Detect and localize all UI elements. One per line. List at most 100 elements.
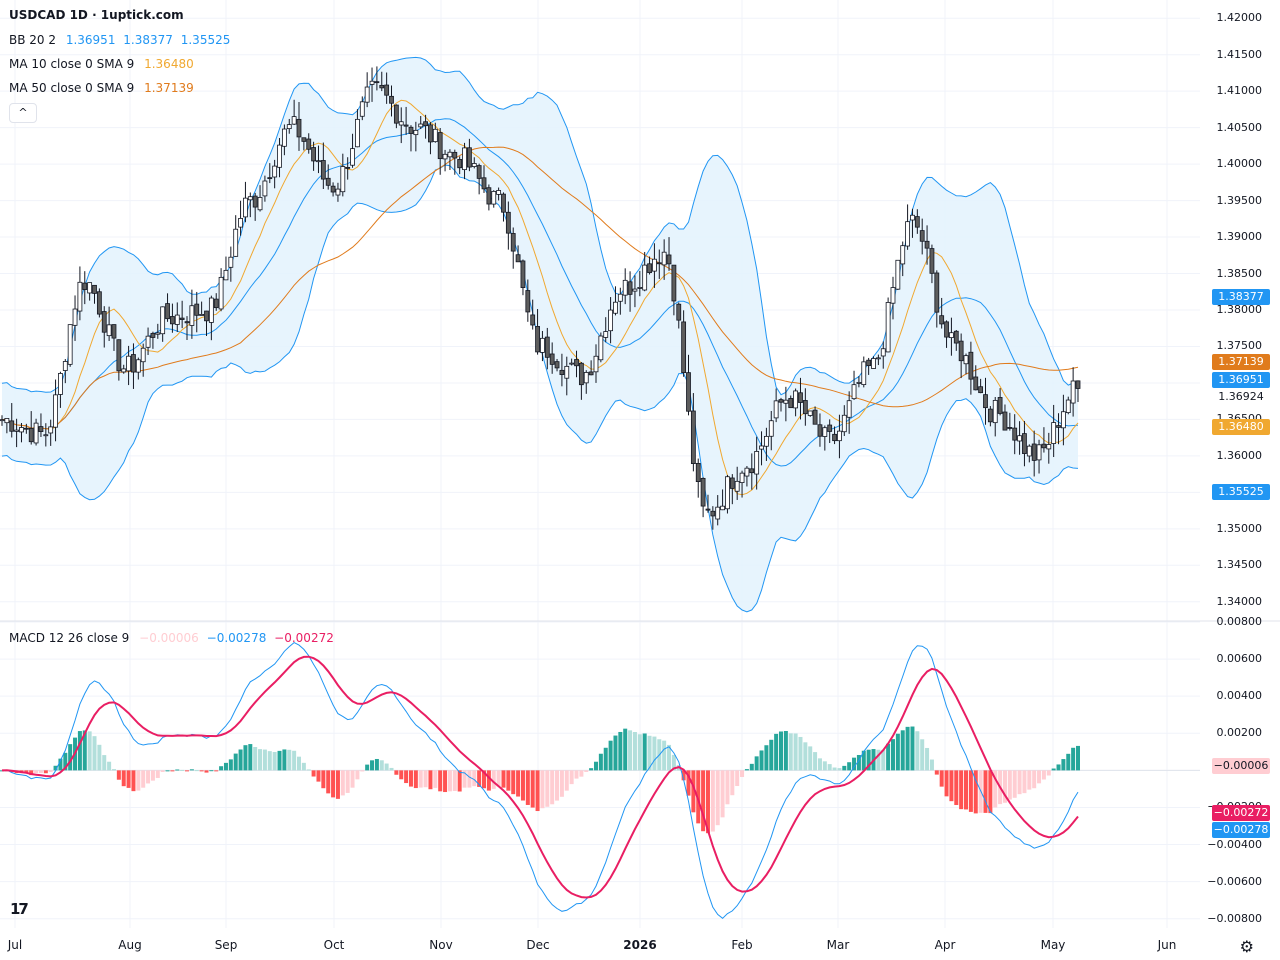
macd-histogram-bar [374, 758, 379, 771]
macd-histogram-bar [48, 770, 53, 772]
candle-body [53, 394, 58, 428]
macd-histogram-bar [618, 731, 623, 771]
macd-histogram-bar [832, 767, 837, 771]
macd-histogram-bar [438, 770, 443, 792]
macd-histogram-bar [1037, 770, 1042, 784]
candle-body [408, 126, 414, 134]
candle-body [1017, 435, 1022, 442]
candle-body [686, 372, 691, 412]
candle-body [140, 347, 146, 363]
macd-histogram-bar [482, 770, 487, 789]
macd-histogram-bar [267, 751, 272, 771]
macd-histogram-bar [1056, 764, 1061, 771]
candle-body [1051, 422, 1057, 444]
macd-histogram-bar [335, 770, 340, 799]
candle-body [924, 240, 930, 249]
macd-histogram-bar [360, 770, 365, 772]
price-tick-label: 1.40500 [1216, 120, 1263, 134]
macd-histogram-bar [973, 770, 978, 814]
candle-body [749, 468, 755, 474]
macd-histogram-bar [516, 770, 521, 797]
candle-body [968, 351, 974, 380]
candle-body [1060, 411, 1066, 429]
collapse-legend-button[interactable]: ^ [9, 103, 37, 123]
macd-histogram-bar [939, 770, 944, 787]
candle-body [92, 284, 97, 294]
candle-body [179, 317, 185, 320]
macd-histogram-bar [564, 770, 569, 791]
macd-histogram-bar [301, 762, 306, 771]
candle-body [496, 190, 502, 195]
macd-histogram-bar [550, 770, 555, 805]
candle-body [467, 147, 472, 168]
macd-histogram-bar [788, 733, 793, 771]
macd-histogram-bar [214, 770, 219, 772]
macd-histogram-bar [929, 759, 934, 771]
price-tick-label: 1.41500 [1216, 47, 1263, 61]
macd-histogram-bar [116, 770, 121, 780]
candle-body [788, 398, 794, 409]
candle-body [218, 276, 224, 310]
candle-body [603, 331, 609, 338]
macd-histogram-bar [477, 770, 482, 787]
candle-body [593, 355, 599, 373]
macd-histogram-bar [24, 770, 29, 774]
macd-histogram-bar [915, 731, 920, 771]
macd-histogram-bar [121, 770, 126, 787]
macd-histogram-bar [593, 761, 598, 771]
legend-bb-basis: 1.36951 [65, 33, 116, 47]
macd-histogram-bar [394, 770, 399, 775]
candle-body [997, 397, 1003, 414]
time-tick-label: Mar [826, 938, 850, 952]
candle-body [875, 357, 881, 360]
legend-bb: BB 20 2 1.36951 1.38377 1.35525 [9, 33, 234, 47]
candle-body [861, 361, 867, 385]
settings-gear-icon[interactable]: ⚙ [1239, 937, 1254, 956]
candle-body [491, 191, 497, 205]
candle-body [345, 167, 351, 169]
candle-body [871, 358, 876, 369]
candle-body [476, 165, 482, 179]
candle-body [919, 230, 925, 242]
tag-macd-hist: −0.00006 [1212, 758, 1270, 774]
candle-body [281, 128, 287, 147]
macd-histogram-bar [223, 762, 228, 771]
macd-histogram-bar [486, 770, 491, 791]
legend-macd-label: MACD 12 26 close 9 [9, 631, 130, 645]
macd-tick-label: 0.00400 [1216, 689, 1263, 703]
candle-body [535, 326, 540, 353]
candle-body [320, 160, 326, 180]
candle-body [403, 124, 409, 127]
candle-body [671, 264, 677, 302]
tradingview-logo[interactable]: 17 [10, 900, 29, 918]
candle-body [194, 303, 200, 316]
candle-body [272, 165, 278, 178]
price-tick-label: 1.39000 [1216, 230, 1263, 244]
macd-histogram-bar [754, 756, 759, 771]
candle-body [637, 287, 643, 289]
macd-histogram-bar [856, 754, 861, 771]
macd-histogram-bar [808, 746, 813, 771]
macd-histogram-bar [136, 770, 141, 791]
macd-histogram-bar [608, 740, 613, 771]
macd-histogram-bar [1076, 745, 1080, 771]
time-tick-label: Apr [934, 938, 956, 952]
candle-body [939, 315, 945, 325]
macd-histogram-bar [233, 753, 238, 771]
macd-histogram-bar [613, 735, 618, 771]
candle-body [471, 163, 477, 167]
candle-body [1075, 380, 1081, 389]
macd-histogram-bar [1066, 753, 1071, 771]
macd-histogram-bar [822, 761, 827, 771]
macd-histogram-bar [715, 770, 720, 826]
candle-body [768, 420, 774, 437]
candle-body [96, 291, 102, 315]
macd-histogram-bar [102, 755, 107, 771]
macd-histogram-bar [886, 743, 891, 771]
legend-macd: MACD 12 26 close 9 −0.00006 −0.00278 −0.… [9, 631, 338, 645]
candle-body [744, 467, 750, 477]
candle-body [812, 409, 818, 425]
candle-body [583, 372, 589, 384]
candle-body [734, 480, 740, 492]
